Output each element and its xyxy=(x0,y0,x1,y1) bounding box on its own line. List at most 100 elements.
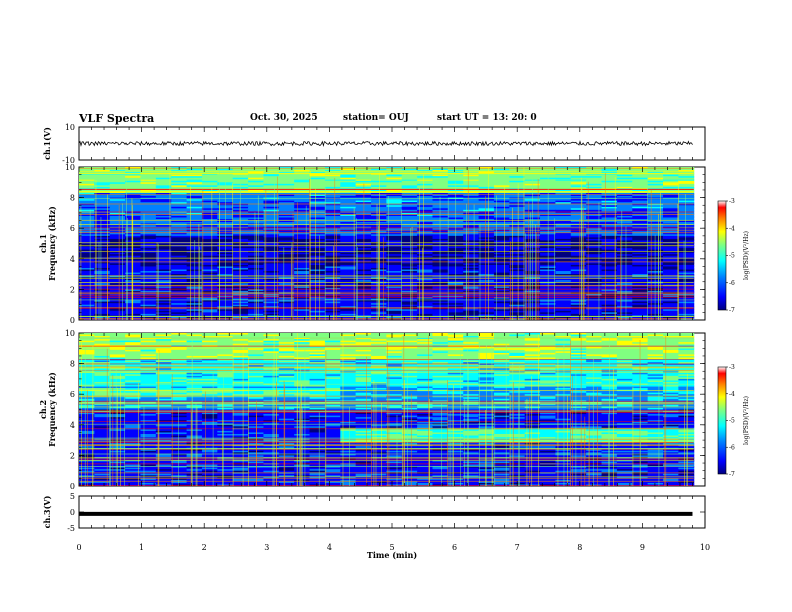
spec-cell xyxy=(79,336,95,339)
spec-cell xyxy=(555,252,572,255)
spec-cell xyxy=(401,271,418,274)
spec-cell xyxy=(370,304,387,307)
spec-cell xyxy=(386,303,403,306)
spec-cell xyxy=(632,217,649,220)
spec-cell xyxy=(447,337,464,340)
spec-cell xyxy=(601,208,618,211)
spec-cell xyxy=(155,267,172,271)
spec-cell xyxy=(662,189,679,192)
spec-cell xyxy=(370,316,387,319)
spec-cell xyxy=(324,278,341,281)
spec-cell xyxy=(171,231,188,234)
spec-cell xyxy=(248,254,264,257)
spec-cell xyxy=(324,168,341,171)
spec-cell xyxy=(417,289,433,292)
spec-cell xyxy=(278,277,295,280)
spec-cell xyxy=(509,231,526,234)
spec-cell xyxy=(678,266,695,269)
spec-cell xyxy=(509,264,526,267)
spec-cell xyxy=(540,355,556,358)
spec-cell xyxy=(278,260,295,263)
spec-cell xyxy=(155,343,172,346)
spec-cell xyxy=(94,235,111,238)
spec-cell xyxy=(140,283,157,286)
spec-cell xyxy=(201,304,218,307)
spec-cell xyxy=(217,342,234,345)
spec-cell xyxy=(401,193,418,196)
spec-cell xyxy=(201,177,218,180)
spec-cell xyxy=(140,240,157,243)
spec-cell xyxy=(524,362,541,365)
spec-cell xyxy=(324,251,341,254)
spec-cell xyxy=(417,240,433,243)
spec-cell xyxy=(463,176,480,179)
spec-cell xyxy=(586,293,603,297)
spec-cell xyxy=(355,271,372,274)
spec-cell xyxy=(586,303,603,306)
spec-cell xyxy=(79,196,95,199)
spec-cell xyxy=(509,180,526,183)
spec-cell xyxy=(417,316,433,319)
spec-cell xyxy=(232,297,249,300)
spec-cell xyxy=(324,186,341,189)
spec-cell xyxy=(201,254,218,257)
spec-cell xyxy=(509,214,526,217)
spec-cell xyxy=(355,200,372,203)
spec-cell xyxy=(294,283,311,286)
spec-cell xyxy=(79,203,95,206)
spec-cell xyxy=(140,222,157,225)
spec-cell xyxy=(401,283,418,286)
spec-cell xyxy=(678,336,695,339)
spec-cell xyxy=(171,196,188,199)
spec-cell xyxy=(586,278,603,281)
spec-cell xyxy=(401,179,418,182)
spec-cell xyxy=(355,202,372,205)
spec-cell xyxy=(109,354,126,357)
spec-cell xyxy=(140,339,157,342)
spec-cell xyxy=(524,176,541,179)
spec-cell xyxy=(79,177,95,180)
spec-cell xyxy=(647,200,664,203)
spec-cell xyxy=(324,266,341,269)
spec-cell xyxy=(186,355,203,358)
spec-cell xyxy=(140,363,157,366)
spec-cell xyxy=(432,303,449,306)
spec-cell xyxy=(370,234,387,237)
spec-cell xyxy=(586,249,603,252)
spec-cell xyxy=(386,312,403,315)
spec-cell xyxy=(647,304,664,307)
spec-cell xyxy=(401,277,418,280)
spec-cell xyxy=(186,193,203,196)
spec-cell xyxy=(355,362,372,365)
spec-cell xyxy=(493,240,510,243)
spec-cell xyxy=(509,222,526,225)
spec-cell xyxy=(248,274,264,277)
spec-cell xyxy=(186,357,203,360)
spec-cell xyxy=(309,255,326,258)
spec-cell xyxy=(647,208,664,211)
spec-cell xyxy=(263,295,280,298)
spec-cell xyxy=(340,183,357,186)
spec-cell xyxy=(278,249,295,252)
spec-cell xyxy=(340,261,357,264)
spec-cell xyxy=(601,266,618,269)
spec-cell xyxy=(294,264,311,267)
spec-cell xyxy=(601,312,618,315)
spec-cell xyxy=(278,189,295,192)
spec-cell xyxy=(386,214,403,217)
spec-cell xyxy=(432,231,449,234)
spec-cell xyxy=(278,348,295,351)
spec-cell xyxy=(586,312,603,315)
spec-cell xyxy=(601,240,618,243)
spec-cell xyxy=(401,182,418,185)
spec-cell xyxy=(570,349,587,352)
spec-cell xyxy=(340,215,357,218)
spec-cell xyxy=(463,271,480,274)
spec-cell xyxy=(601,189,618,192)
spec-cell xyxy=(463,359,480,362)
spec-cell xyxy=(171,199,188,202)
spec-cell xyxy=(263,212,280,215)
spec-cell xyxy=(109,357,126,360)
spec-cell xyxy=(678,303,695,306)
spec-cell xyxy=(509,177,526,180)
